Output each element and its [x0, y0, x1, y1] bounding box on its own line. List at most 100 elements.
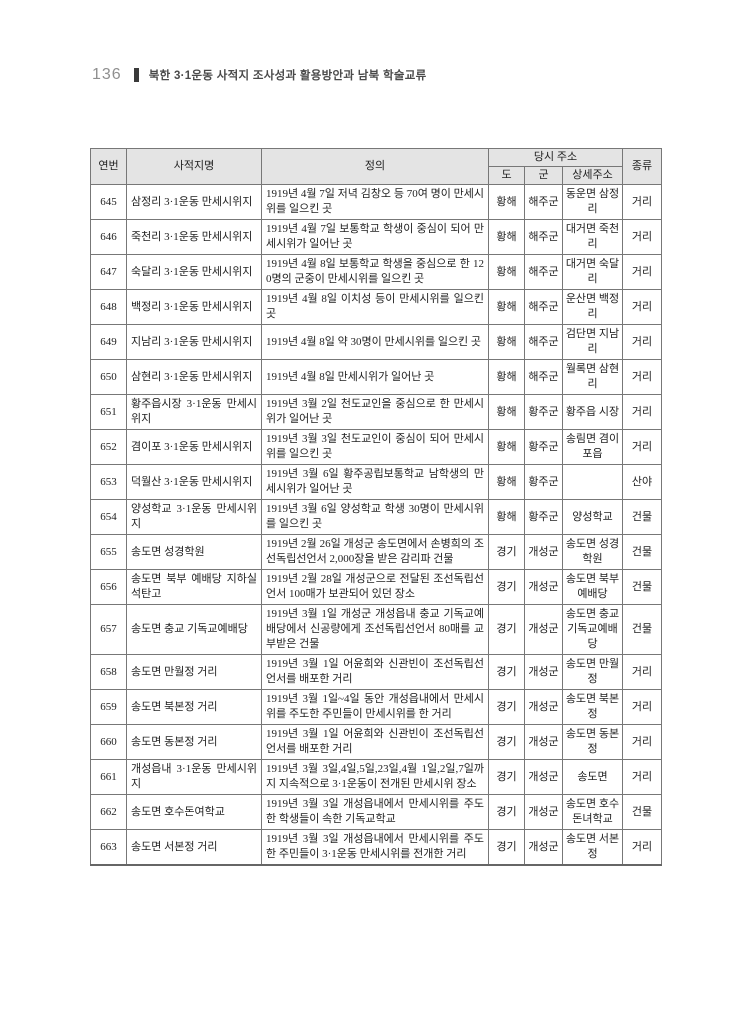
cell-site-name: 황주읍시장 3·1운동 만세시위지 [126, 394, 262, 430]
cell-detail-address: 검단면 지남리 [562, 324, 623, 360]
cell-detail-address [562, 464, 623, 500]
cell-id: 651 [90, 394, 127, 430]
cell-site-name: 송도면 북본정 거리 [126, 689, 262, 725]
cell-province: 황해 [488, 219, 525, 255]
cell-detail-address: 송림면 겸이포읍 [562, 429, 623, 465]
cell-province: 황해 [488, 464, 525, 500]
header-address-group: 당시 주소 [488, 148, 623, 167]
table-row: 646 죽천리 3·1운동 만세시위지 1919년 4월 7일 보통학교 학생이 중… [90, 219, 662, 255]
table-row: 663 송도면 서본정 거리 1919년 3월 3일 개성읍내에서 만세시위를 주도… [90, 829, 662, 866]
header-id: 연번 [90, 148, 127, 185]
cell-county: 해주군 [524, 289, 563, 325]
table-row: 653 덕월산 3·1운동 만세시위지 1919년 3월 6일 황주공립보통학교 남… [90, 464, 662, 500]
cell-province: 경기 [488, 689, 525, 725]
cell-site-name: 덕월산 3·1운동 만세시위지 [126, 464, 262, 500]
cell-site-name: 송도면 충교 기독교예배당 [126, 604, 262, 655]
cell-detail-address: 월록면 삼현리 [562, 359, 623, 395]
cell-province: 황해 [488, 394, 525, 430]
cell-province: 황해 [488, 254, 525, 290]
cell-detail-address: 대거면 숙달리 [562, 254, 623, 290]
cell-detail-address: 송도면 북본정 [562, 689, 623, 725]
head-bar-icon [133, 68, 139, 82]
cell-county: 해주군 [524, 219, 563, 255]
cell-site-name: 개성읍내 3·1운동 만세시위지 [126, 759, 262, 795]
cell-id: 646 [90, 219, 127, 255]
cell-province: 황해 [488, 184, 525, 220]
cell-province: 황해 [488, 289, 525, 325]
table-row: 655 송도면 성경학원 1919년 2월 26일 개성군 송도면에서 손병희의 조… [90, 534, 662, 570]
table-row: 649 지남리 3·1운동 만세시위지 1919년 4월 8일 약 30명이 만세시… [90, 324, 662, 360]
cell-id: 649 [90, 324, 127, 360]
cell-id: 663 [90, 829, 127, 866]
cell-site-name: 양성학교 3·1운동 만세시위지 [126, 499, 262, 535]
cell-site-name: 삼정리 3·1운동 만세시위지 [126, 184, 262, 220]
cell-definition: 1919년 3월 6일 황주공립보통학교 남학생의 만세시위가 일어난 곳 [261, 464, 489, 500]
page-title: 북한 3·1운동 사적지 조사성과 활용방안과 남북 학술교류 [148, 70, 427, 82]
table-row: 659 송도면 북본정 거리 1919년 3월 1일~4일 동안 개성읍내에서 만세… [90, 689, 662, 725]
cell-type: 거리 [622, 289, 662, 325]
table-row: 657 송도면 충교 기독교예배당 1919년 3월 1일 개성군 개성읍내 충교 … [90, 604, 662, 655]
table-row: 661 개성읍내 3·1운동 만세시위지 1919년 3월 3일,4일,5일,23일… [90, 759, 662, 795]
table-row: 654 양성학교 3·1운동 만세시위지 1919년 3월 6일 양성학교 학생 3… [90, 499, 662, 535]
cell-type: 건물 [622, 499, 662, 535]
cell-province: 경기 [488, 794, 525, 830]
cell-definition: 1919년 3월 3일,4일,5일,23일,4월 1일,2일,7일까지 지속적으… [261, 759, 489, 795]
cell-type: 거리 [622, 829, 662, 866]
cell-detail-address: 송도면 충교 기독교예배당 [562, 604, 623, 655]
cell-detail-address: 송도면 [562, 759, 623, 795]
cell-county: 개성군 [524, 569, 563, 605]
table-row: 660 송도면 동본정 거리 1919년 3월 1일 어윤희와 신관빈이 조선독립선… [90, 724, 662, 760]
cell-definition: 1919년 3월 1일 어윤희와 신관빈이 조선독립선언서를 배포한 거리 [261, 724, 489, 760]
cell-detail-address: 송도면 만월정 [562, 654, 623, 690]
cell-definition: 1919년 3월 1일~4일 동안 개성읍내에서 만세시위를 주도한 주민들이 … [261, 689, 489, 725]
cell-detail-address: 황주읍 시장 [562, 394, 623, 430]
cell-id: 647 [90, 254, 127, 290]
cell-id: 659 [90, 689, 127, 725]
cell-type: 거리 [622, 184, 662, 220]
cell-type: 건물 [622, 569, 662, 605]
historic-sites-table: 연번 사적지명 정의 당시 주소 종류 도 군 상세주소 645 삼정리 3·1운… [90, 148, 662, 866]
cell-site-name: 송도면 호수돈여학교 [126, 794, 262, 830]
cell-site-name: 송도면 성경학원 [126, 534, 262, 570]
cell-detail-address: 송도면 서본정 [562, 829, 623, 866]
cell-detail-address: 운산면 백정리 [562, 289, 623, 325]
cell-id: 657 [90, 604, 127, 655]
cell-county: 해주군 [524, 184, 563, 220]
cell-id: 652 [90, 429, 127, 465]
running-head: 136 북한 3·1운동 사적지 조사성과 활용방안과 남북 학술교류 [92, 66, 427, 84]
cell-id: 660 [90, 724, 127, 760]
cell-type: 거리 [622, 654, 662, 690]
cell-id: 662 [90, 794, 127, 830]
table-row: 647 숙달리 3·1운동 만세시위지 1919년 4월 8일 보통학교 학생을 중… [90, 254, 662, 290]
cell-type: 거리 [622, 219, 662, 255]
cell-county: 황주군 [524, 429, 563, 465]
cell-county: 해주군 [524, 324, 563, 360]
cell-county: 개성군 [524, 794, 563, 830]
cell-type: 거리 [622, 324, 662, 360]
cell-site-name: 지남리 3·1운동 만세시위지 [126, 324, 262, 360]
cell-county: 개성군 [524, 534, 563, 570]
cell-type: 거리 [622, 724, 662, 760]
cell-definition: 1919년 4월 8일 약 30명이 만세시위를 일으킨 곳 [261, 324, 489, 360]
cell-id: 648 [90, 289, 127, 325]
cell-definition: 1919년 3월 3일 개성읍내에서 만세시위를 주도한 학생들이 속한 기독교… [261, 794, 489, 830]
table-row: 652 겸이포 3·1운동 만세시위지 1919년 3월 3일 천도교인이 중심이 … [90, 429, 662, 465]
cell-site-name: 겸이포 3·1운동 만세시위지 [126, 429, 262, 465]
cell-county: 개성군 [524, 759, 563, 795]
cell-county: 개성군 [524, 829, 563, 866]
cell-id: 661 [90, 759, 127, 795]
cell-type: 거리 [622, 759, 662, 795]
cell-definition: 1919년 3월 3일 천도교인이 중심이 되어 만세시위를 일으킨 곳 [261, 429, 489, 465]
cell-county: 해주군 [524, 359, 563, 395]
table-body: 645 삼정리 3·1운동 만세시위지 1919년 4월 7일 저녁 김창오 등 7… [90, 184, 662, 866]
cell-province: 경기 [488, 534, 525, 570]
table-row: 662 송도면 호수돈여학교 1919년 3월 3일 개성읍내에서 만세시위를 주도… [90, 794, 662, 830]
cell-site-name: 송도면 북부 예배당 지하실 석탄고 [126, 569, 262, 605]
cell-county: 황주군 [524, 464, 563, 500]
cell-detail-address: 송도면 북부 예배당 [562, 569, 623, 605]
cell-province: 경기 [488, 724, 525, 760]
cell-id: 645 [90, 184, 127, 220]
cell-province: 경기 [488, 569, 525, 605]
cell-definition: 1919년 4월 7일 보통학교 학생이 중심이 되어 만세시위가 일어난 곳 [261, 219, 489, 255]
table-row: 645 삼정리 3·1운동 만세시위지 1919년 4월 7일 저녁 김창오 등 7… [90, 184, 662, 220]
